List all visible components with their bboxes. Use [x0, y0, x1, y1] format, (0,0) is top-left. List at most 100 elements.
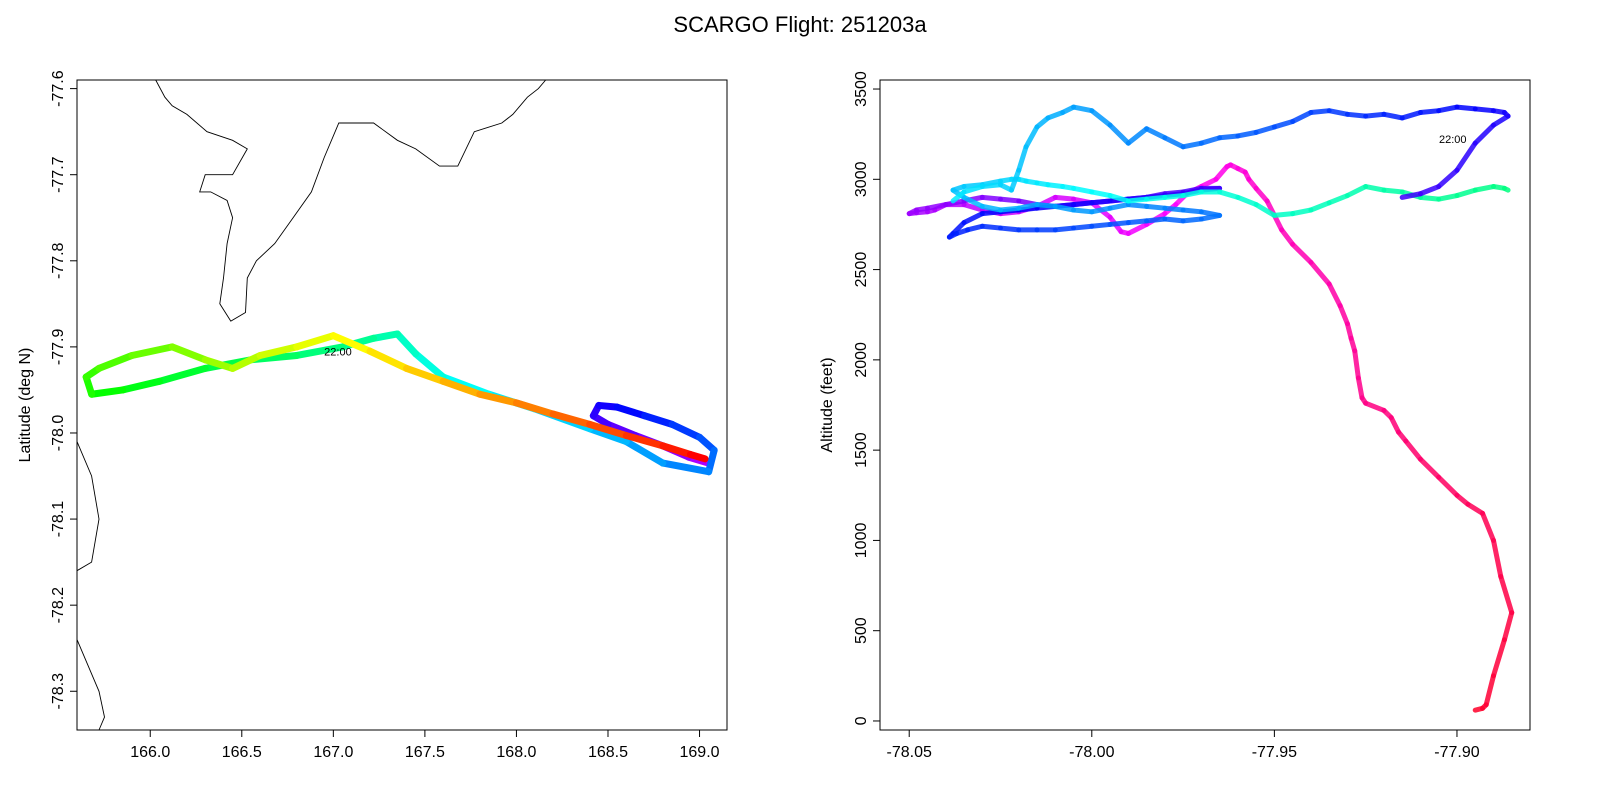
altitude-track-segment	[1436, 474, 1460, 498]
altitude-track-segment	[1465, 501, 1486, 516]
altitude-track-segment	[1498, 574, 1515, 616]
altitude-x-tick-label: -77.95	[1252, 744, 1297, 761]
altitude-track-segment	[979, 194, 1004, 202]
altitude-track-segment	[1162, 193, 1186, 200]
map-track-segment	[229, 351, 264, 372]
map-y-tick-label: -78.1	[50, 501, 67, 538]
map-y-axis: -77.6 -77.7 -77.8 -77.9 -78.0 -78.1 -78.2 -78.3	[50, 70, 77, 709]
altitude-track-segment	[998, 196, 1022, 204]
altitude-track-segment	[1399, 110, 1423, 121]
altitude-track-segment	[1144, 203, 1168, 211]
altitude-track-segment	[1089, 189, 1113, 199]
map-track-segment	[659, 459, 713, 476]
altitude-track-segment	[1071, 200, 1095, 208]
altitude-track-segment	[961, 202, 985, 213]
map-x-tick-label: 169.0	[680, 744, 720, 761]
altitude-track-segment	[1363, 184, 1387, 193]
altitude-track-segment	[1162, 135, 1186, 150]
altitude-track-segment	[1472, 106, 1496, 114]
altitude-track-segment	[1337, 303, 1350, 327]
map-track-segment	[393, 330, 420, 358]
map-track-segment	[370, 330, 401, 342]
map-track-segment	[439, 377, 484, 398]
coastline-segment	[76, 639, 105, 731]
altitude-track-segment	[1180, 189, 1204, 199]
altitude-track-segment	[1217, 189, 1241, 200]
altitude-track-segment	[1290, 207, 1314, 217]
altitude-track-segment	[1144, 216, 1168, 224]
altitude-track-segment	[1308, 108, 1332, 115]
map-plot-frame	[76, 79, 728, 731]
altitude-track-segment	[1052, 194, 1077, 202]
map-track-segment	[412, 350, 447, 381]
altitude-track-segment	[979, 209, 1004, 217]
map-track-segment	[586, 425, 630, 446]
altitude-track-segment	[1107, 202, 1131, 211]
altitude-track-segment	[1235, 194, 1259, 208]
altitude-track-segment	[1308, 259, 1332, 287]
map-y-tick-label: -77.7	[50, 156, 67, 193]
altitude-y-tick-label: 1500	[853, 432, 870, 468]
map-track-segment	[622, 432, 667, 450]
altitude-track-segment	[1162, 216, 1186, 224]
altitude-track-segment	[1490, 537, 1504, 580]
altitude-y-tick-label: 1000	[853, 523, 870, 559]
altitude-track-segment	[1355, 375, 1365, 401]
altitude-track-segment	[1016, 144, 1029, 173]
altitude-y-tick-label: 0	[853, 716, 870, 725]
altitude-track-segment	[1071, 185, 1095, 195]
altitude-track-segment	[1089, 205, 1113, 215]
map-track-segment	[293, 343, 346, 359]
altitude-track-segment	[1417, 108, 1442, 115]
altitude-track-segment	[1417, 184, 1442, 197]
altitude-y-tick-label: 2000	[853, 342, 870, 378]
map-track-segment	[622, 438, 667, 467]
altitude-track-segment	[1125, 196, 1150, 204]
altitude-track-segment	[998, 225, 1022, 233]
map-track-segment	[705, 446, 718, 476]
altitude-y-tick-label: 3500	[853, 71, 870, 107]
map-x-tick-label: 166.5	[222, 744, 262, 761]
altitude-track-segment	[1052, 225, 1077, 233]
altitude-track-segment	[1363, 400, 1387, 413]
altitude-track-segment	[1326, 281, 1343, 309]
altitude-track-segment	[1388, 415, 1402, 435]
altitude-track-segment	[1217, 133, 1241, 141]
map-y-tick-label: -78.3	[50, 673, 67, 710]
map-x-tick-label: 167.5	[405, 744, 445, 761]
altitude-track-segment	[1198, 176, 1219, 190]
map-time-annotation: 22:00	[324, 346, 352, 358]
map-track-segment	[586, 420, 630, 440]
altitude-track-segment	[1162, 205, 1186, 213]
map-x-tick-label: 168.0	[496, 744, 536, 761]
altitude-flight-track	[906, 104, 1515, 713]
altitude-track-segment	[1436, 167, 1460, 190]
altitude-track-segment	[1271, 212, 1285, 233]
altitude-track-segment	[1490, 637, 1507, 679]
altitude-track-segment	[1290, 110, 1314, 125]
map-y-axis-label: Latitude (deg N)	[17, 348, 34, 463]
altitude-track-segment	[1089, 221, 1113, 229]
map-track-segment	[512, 399, 557, 418]
altitude-track-segment	[1034, 202, 1058, 209]
map-track-segment	[168, 343, 209, 364]
map-track-segment	[668, 420, 704, 441]
altitude-track-segment	[1454, 104, 1478, 112]
altitude-track-segment	[1180, 216, 1204, 224]
map-track-segment	[88, 386, 127, 398]
altitude-track-segment	[965, 223, 985, 233]
altitude-plot-frame	[879, 79, 1531, 731]
map-y-tick-label: -78.2	[50, 587, 67, 624]
altitude-track-segment	[1008, 167, 1022, 193]
altitude-track-segment	[1417, 194, 1442, 202]
altitude-track-segment	[1253, 185, 1270, 204]
altitude-track-segment	[1472, 184, 1496, 193]
altitude-track-segment	[1052, 203, 1077, 213]
altitude-track-segment	[1490, 113, 1511, 128]
altitude-track-segment	[1198, 209, 1223, 218]
altitude-track-segment	[1454, 187, 1478, 199]
altitude-track-segment	[1198, 135, 1223, 146]
altitude-track-segment	[1344, 111, 1369, 119]
map-track-segment	[119, 377, 163, 394]
altitude-track-segment	[1089, 108, 1113, 128]
